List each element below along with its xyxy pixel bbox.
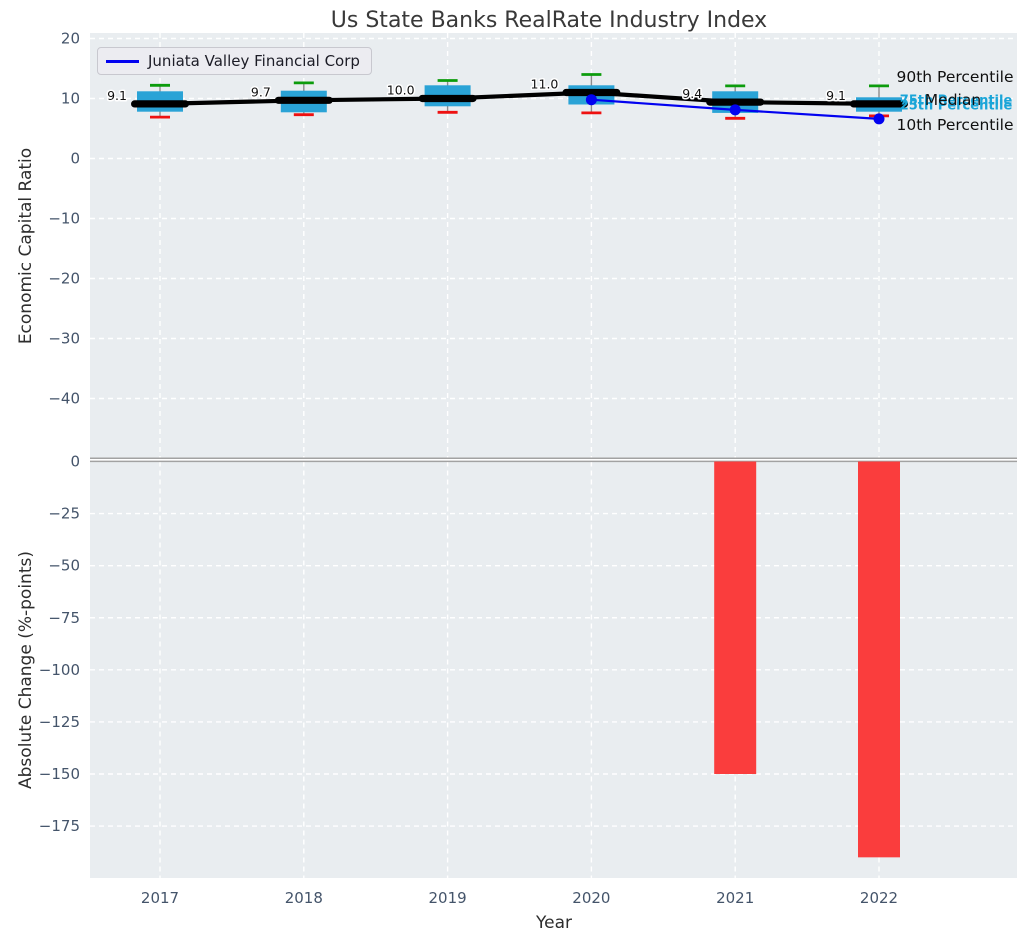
- x-tick-label: 2018: [285, 889, 323, 907]
- x-tick-label: 2021: [716, 889, 754, 907]
- y-tick-label-top: −10: [48, 210, 80, 228]
- legend: Juniata Valley Financial Corp: [97, 47, 372, 75]
- median-annotation: 11.0: [531, 77, 559, 92]
- label-90th-percentile: 90th Percentile: [896, 68, 1014, 86]
- median-pill: [562, 88, 621, 97]
- y-tick-label-top: 20: [61, 30, 80, 48]
- y-tick-label-bottom: −175: [39, 817, 80, 835]
- y-tick-label-top: −30: [48, 330, 80, 348]
- y-tick-label-bottom: −150: [39, 765, 80, 783]
- label-10th-percentile: 10th Percentile: [896, 116, 1014, 134]
- median-annotation: 9.1: [107, 88, 127, 103]
- y-tick-label-top: −20: [48, 270, 80, 288]
- y-tick-label-top: 0: [70, 150, 80, 168]
- y-tick-label-bottom: −75: [48, 609, 80, 627]
- y-tick-label-bottom: −100: [39, 661, 80, 679]
- label-25th-percentile: 25th Percentile: [899, 98, 1013, 114]
- x-tick-label: 2020: [572, 889, 610, 907]
- median-pill: [706, 98, 765, 106]
- median-pill: [850, 100, 908, 108]
- median-annotation: 9.1: [826, 88, 846, 103]
- y-tick-label-top: 10: [61, 90, 80, 108]
- company-point: [585, 94, 597, 106]
- x-tick-label: 2017: [141, 889, 179, 907]
- label-75th-percentile: 75th Percentile: [899, 93, 1013, 109]
- y-tick-label-bottom: −50: [48, 557, 80, 575]
- median-pill: [418, 94, 477, 103]
- chart-title: Us State Banks RealRate Industry Index: [330, 8, 768, 33]
- median-pill: [131, 100, 189, 108]
- median-pill: [274, 96, 333, 104]
- legend-label: Juniata Valley Financial Corp: [148, 52, 360, 70]
- bar-negative: [858, 461, 900, 858]
- x-tick-label: 2019: [429, 889, 467, 907]
- median-annotation: 10.0: [387, 83, 415, 98]
- x-axis-label: Year: [536, 913, 572, 933]
- y-tick-label-top: −40: [48, 390, 80, 408]
- label-median: Median: [924, 91, 982, 109]
- y-axis-label-top: Economic Capital Ratio: [16, 147, 36, 345]
- median-annotation: 9.7: [251, 84, 271, 99]
- y-tick-label-bottom: 0: [70, 453, 80, 471]
- bar-negative: [714, 461, 757, 774]
- y-tick-label-bottom: −125: [39, 713, 80, 731]
- company-point: [729, 104, 741, 116]
- y-tick-label-bottom: −25: [48, 505, 80, 523]
- median-annotation: 9.4: [682, 86, 702, 101]
- legend-line-sample: [106, 59, 139, 63]
- company-point: [873, 113, 885, 125]
- y-axis-label-bottom: Absolute Change (%-points): [16, 551, 36, 789]
- x-tick-label: 2022: [860, 889, 898, 907]
